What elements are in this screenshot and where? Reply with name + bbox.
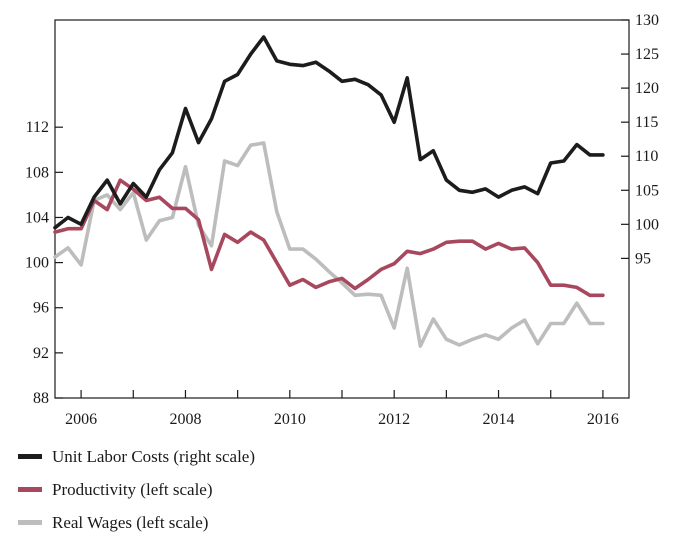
y-right-tick-label: 130 (635, 12, 659, 29)
y-left-tick-label: 92 (33, 345, 49, 362)
legend-item-unit-labor-costs: Unit Labor Costs (right scale) (18, 440, 255, 473)
x-tick-label: 2006 (65, 411, 97, 428)
legend-item-real-wages: Real Wages (left scale) (18, 506, 255, 539)
legend-swatch-real-wages (18, 520, 42, 525)
y-left-tick-label: 88 (33, 390, 49, 407)
y-left-tick-label: 112 (26, 119, 49, 136)
y-right-tick-label: 105 (635, 182, 659, 199)
y-left-tick-label: 108 (25, 164, 49, 181)
series-line-productivity (53, 178, 605, 298)
y-right-tick-label: 95 (635, 250, 651, 267)
series-lines (53, 35, 605, 348)
y-left-tick-label: 96 (33, 300, 49, 317)
y-right-tick-label: 115 (635, 114, 658, 131)
y-left-tick-label: 104 (25, 209, 49, 226)
x-tick-label: 2014 (483, 411, 515, 428)
legend-label-unit-labor-costs: Unit Labor Costs (right scale) (52, 446, 256, 466)
y-right-tick-label: 110 (635, 148, 658, 165)
legend-label-productivity: Productivity (left scale) (52, 479, 213, 499)
legend-swatch-unit-labor-costs (18, 454, 42, 459)
y-axis-right: 95 100 105 110 115 120 125 130 (621, 12, 659, 267)
y-right-tick-label: 100 (635, 216, 659, 233)
line-chart: 2006 2008 2010 2012 2014 2016 88 92 96 100 104 108… (25, 12, 659, 428)
legend: Unit Labor Costs (right scale) Productiv… (18, 440, 255, 539)
x-tick-label: 2010 (274, 411, 306, 428)
x-tick-label: 2012 (378, 411, 410, 428)
y-right-tick-label: 120 (635, 80, 659, 97)
legend-swatch-productivity (18, 487, 42, 492)
y-axis-left: 88 92 96 100 104 108 112 (25, 119, 63, 407)
series-line-real-wages (53, 141, 605, 348)
legend-item-productivity: Productivity (left scale) (18, 473, 255, 506)
y-left-tick-label: 100 (25, 255, 49, 272)
x-axis: 2006 2008 2010 2012 2014 2016 (65, 390, 619, 428)
series-line-unit-labor-costs (53, 35, 605, 230)
x-tick-label: 2016 (587, 411, 619, 428)
plot-frame (54, 19, 630, 399)
x-tick-label: 2008 (169, 411, 201, 428)
y-right-tick-label: 125 (635, 46, 659, 63)
legend-label-real-wages: Real Wages (left scale) (52, 512, 209, 532)
